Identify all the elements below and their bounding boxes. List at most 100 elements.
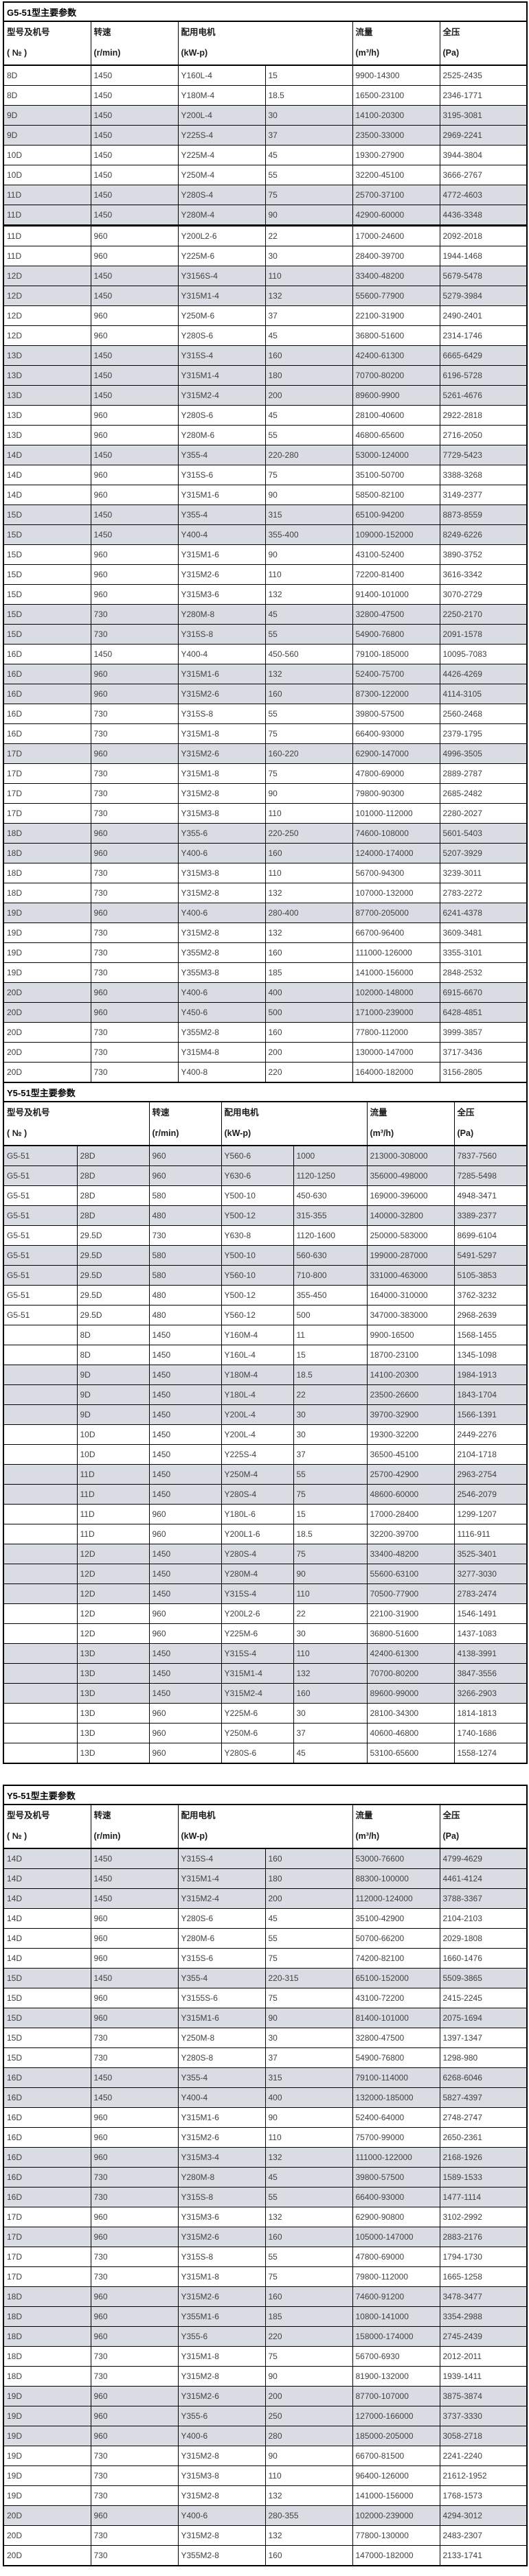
cell: 2092-2018 [439,225,528,246]
cell: 450-630 [293,1185,368,1206]
cell: 18D [3,2346,91,2367]
cell: 2748-2747 [439,2107,528,2128]
cell: 5279-3984 [439,286,528,306]
cell [3,1623,78,1644]
cell: 55 [293,1464,368,1485]
cell: 50700-66200 [352,1928,440,1949]
cell: 730 [90,723,179,744]
cell: 580 [148,1265,222,1286]
cell: 730 [90,2545,179,2566]
cell: 730 [90,2346,179,2367]
cell: 90 [264,205,353,227]
cell: 171000-239000 [352,1002,440,1023]
cell: 16D [3,2067,91,2088]
table-row: 15D 730 Y250M-8 30 32800-47500 1397-1347 [3,2028,528,2048]
cell: 45 [264,145,353,165]
cell: 22 [293,1384,368,1405]
cell: 17D [3,2207,91,2227]
cell: 55 [264,165,353,185]
cell: Y355-4 [177,504,266,525]
cell: 1450 [90,145,179,165]
cell: 1843-1704 [453,1384,528,1405]
cell: Y280M-4 [177,205,266,227]
cell: Y355M1-6 [177,2306,266,2327]
cell: Y280S-8 [177,2047,266,2068]
table-row: 12D 1450 Y280M-4 90 55600-63100 3277-3030 [3,1564,528,1584]
cell: 960 [90,405,179,426]
table-row: 13D 960 Y225M-6 30 28100-34300 1814-1813 [3,1703,528,1724]
cell: 960 [90,2227,179,2247]
cell: 2029-1808 [439,1928,528,1949]
cell: Y450-6 [177,1002,266,1023]
cell: 4426-4269 [439,664,528,684]
col-header-label: 流量 [355,1811,373,1820]
cell: 75 [293,1484,368,1505]
cell: 710-800 [293,1265,368,1286]
cell: 141000-156000 [352,2485,440,2506]
cell: 15D [3,2008,91,2028]
cell: Y3155S-6 [177,1988,266,2008]
cell: Y355M2-8 [177,1022,266,1043]
table-row: 13D 1450 Y315M1-4 180 70700-80200 6196-5728 [3,365,528,386]
cell: 23500-26600 [366,1384,455,1405]
cell: 730 [90,1042,179,1063]
cell: 5491-5297 [453,1245,528,1266]
cell: Y315M2-8 [177,2525,266,2546]
table-row: 19D 730 Y315M2-8 132 141000-156000 1768-1573 [3,2485,528,2506]
cell: 75 [264,465,353,485]
cell: 960 [90,2386,179,2406]
cell: 2133-1741 [439,2545,528,2566]
table-row: 17D 960 Y315M3-6 132 62900-90800 3102-2992 [3,2207,528,2227]
cell: 1566-1391 [453,1404,528,1425]
cell: 14D [3,1848,91,1869]
cell: 6915-6670 [439,982,528,1003]
cell: 18D [3,863,91,883]
cell: 110 [293,1583,368,1604]
cell: Y560-12 [221,1305,294,1325]
cell: 730 [148,1225,222,1246]
cell: 1450 [90,1848,179,1869]
cell: 1450 [148,1663,222,1684]
cell: 2963-2754 [453,1464,528,1485]
cell: 42900-60000 [352,205,440,227]
cell: 32800-47500 [352,2028,440,2048]
cell: 45 [264,405,353,426]
cell: 3389-2377 [453,1205,528,1226]
cell [3,1424,78,1445]
cell: 1450 [90,105,179,126]
cell: 8D [76,1345,150,1365]
cell: 14D [3,485,91,505]
col-header-pressure: 全压 (Pa) [439,1804,528,1849]
cell: 1450 [90,266,179,286]
cell: 56700-6930 [352,2346,440,2367]
cell [3,1484,78,1505]
cell: 13D [76,1723,150,1743]
table-row: G5-51 28D 580 Y500-10 450-630 169000-396000 49… [3,1185,528,1206]
cell: 3149-2377 [439,485,528,505]
cell: 730 [90,704,179,724]
cell: 18D [3,2306,91,2327]
cell: 16D [3,2087,91,2108]
cell: 15D [3,604,91,625]
cell: 960 [90,425,179,445]
table-title: Y5-51型主要参数 [3,1785,528,1805]
cell: 2745-2439 [439,2326,528,2347]
cell: 4138-3991 [453,1643,528,1664]
cell: 160 [264,684,353,704]
table-row: 19D 960 Y400-6 280-400 87700-205000 6241-4378 [3,903,528,923]
cell: Y315M2-8 [177,2485,266,2506]
cell: 1450 [148,1325,222,1345]
cell: 90 [264,2107,353,2128]
cell: 2546-2079 [453,1484,528,1505]
table-row: 16D 960 Y315M3-4 132 111000-122000 2168-1926 [3,2147,528,2168]
cell: Y315M1-8 [177,723,266,744]
cell: 3616-3342 [439,564,528,585]
cell: Y180M-4 [221,1365,294,1385]
cell: 132 [264,2485,353,2506]
cell: 730 [90,2266,179,2287]
cell: 16D [3,2147,91,2168]
cell: 560-630 [293,1245,368,1266]
cell: 960 [90,2127,179,2148]
cell: 17D [3,763,91,784]
col-header-pressure: 全压 (Pa) [439,21,528,66]
